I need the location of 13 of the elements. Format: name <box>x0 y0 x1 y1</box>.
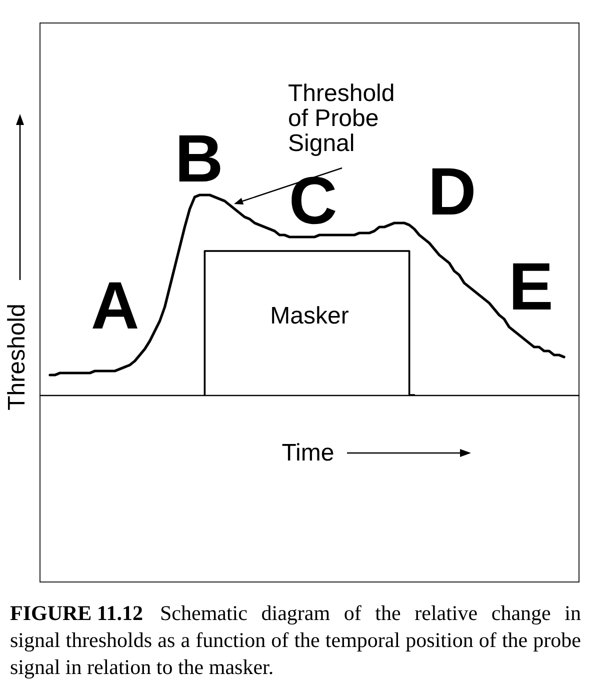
annotation: A <box>90 268 140 344</box>
text: Threshold of Probe Signal <box>288 80 395 157</box>
x-axis-title: Time <box>282 440 334 466</box>
y-axis-title: Threshold <box>4 304 30 410</box>
text: FIGURE 11.12 <box>10 600 144 627</box>
annotation: D <box>428 154 476 230</box>
annotation: C <box>288 164 338 238</box>
text: signal in relation to the masker. <box>10 654 275 681</box>
annotation: E <box>508 250 554 324</box>
text: Schematic diagram of the relative change in <box>160 600 581 627</box>
annotation: B <box>174 122 224 196</box>
text: signal thresholds as a function of the temporal position of the probe <box>10 627 581 654</box>
text: Masker <box>270 302 349 330</box>
